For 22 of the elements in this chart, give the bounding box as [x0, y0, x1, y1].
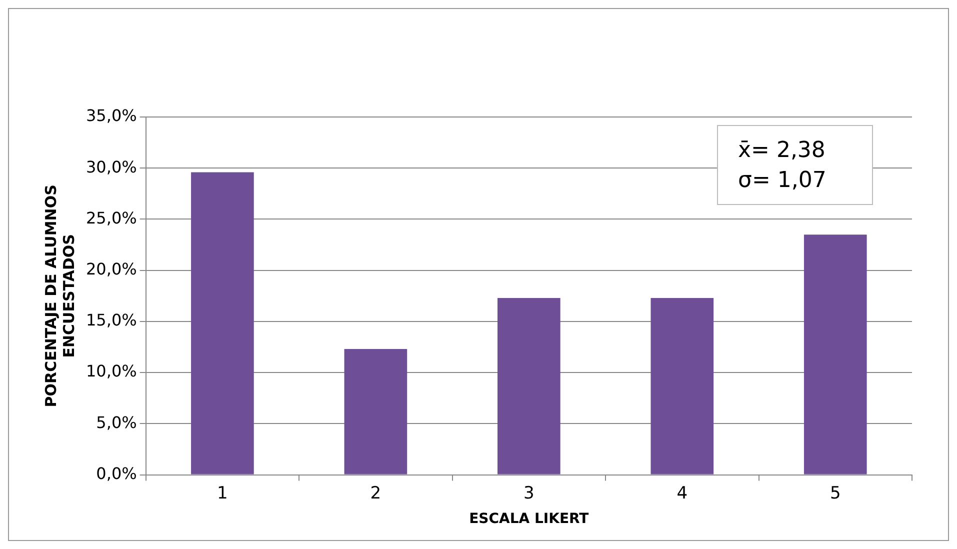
bar	[344, 349, 408, 474]
x-axis-title: ESCALA LIKERT	[469, 511, 590, 528]
bar	[191, 172, 254, 474]
y-axis-title: PORCENTAJE DE ALUMNOS ENCUESTADOS	[42, 184, 78, 408]
y-tick-label: 35,0%	[86, 106, 137, 126]
y-tick-label: 20,0%	[86, 260, 137, 278]
x-tick-label: 3	[524, 483, 534, 504]
bar	[650, 298, 714, 474]
bar	[804, 234, 867, 474]
y-tick-label: 15,0%	[86, 310, 137, 330]
x-tick-label: 1	[217, 483, 228, 504]
y-tick-label: 30,0%	[86, 157, 137, 176]
y-tick-label: 5,0%	[96, 412, 137, 432]
x-tick-label: 2	[370, 483, 382, 504]
bar	[498, 298, 560, 474]
annotation: x̄= 2,38	[738, 137, 826, 165]
x-tick-label: 4	[676, 483, 688, 504]
annotation: σ= 1,07	[738, 167, 828, 195]
y-tick-label: 0,0%	[96, 464, 137, 483]
y-tick-label: 10,0%	[86, 362, 137, 381]
x-tick-label: 5	[830, 483, 841, 504]
y-tick-label: 25,0%	[86, 208, 137, 228]
